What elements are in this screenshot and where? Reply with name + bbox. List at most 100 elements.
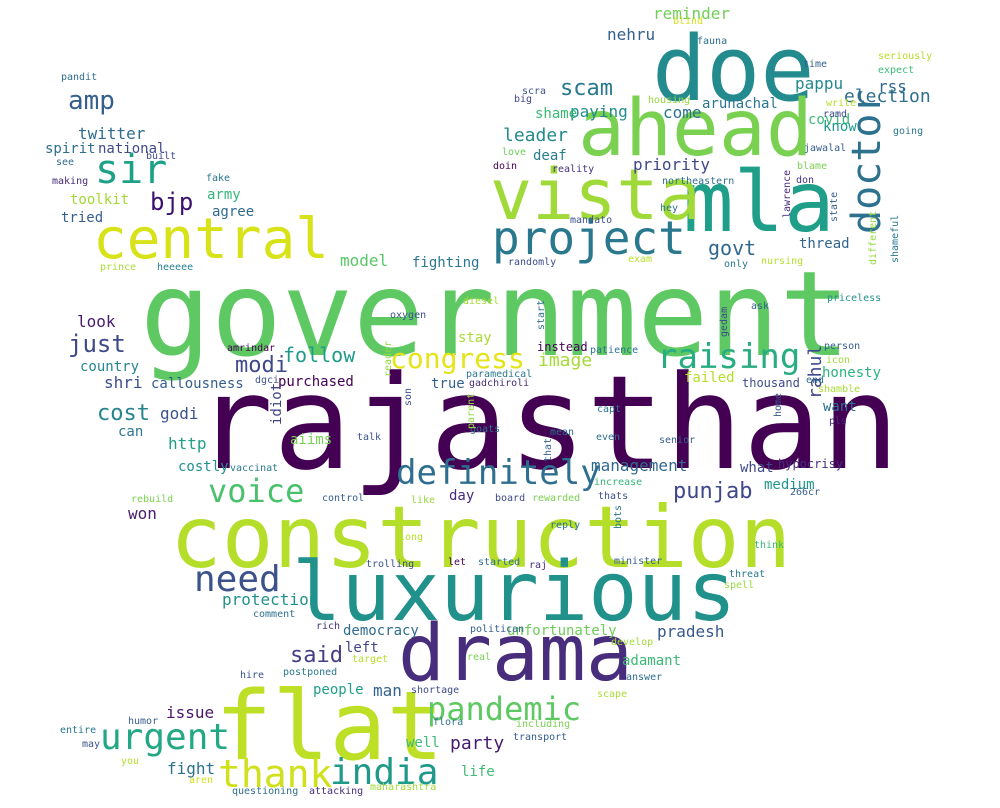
cloud-word: target: [352, 654, 389, 665]
cloud-word: arunachal: [702, 96, 778, 112]
cloud-word: construction: [170, 488, 792, 588]
cloud-word: protection: [222, 590, 319, 609]
cloud-word: life: [461, 764, 495, 780]
cloud-word: only: [724, 259, 749, 270]
cloud-word: talk: [357, 432, 382, 443]
cloud-word: party: [450, 733, 505, 754]
cloud-word: entire: [60, 725, 97, 736]
cloud-word: aren: [189, 775, 214, 786]
cloud-word: increase: [594, 477, 643, 488]
cloud-word: bots: [613, 504, 624, 529]
cloud-word: punjab: [673, 479, 753, 504]
cloud-word: parent: [466, 392, 477, 429]
cloud-word: twitter: [78, 124, 146, 143]
cloud-word: rich: [316, 621, 341, 632]
cloud-word: threat: [729, 569, 766, 580]
cloud-word: reality: [552, 164, 595, 175]
cloud-word: flora: [433, 717, 464, 728]
cloud-word: doin: [493, 161, 518, 172]
cloud-word: aiims: [290, 432, 333, 448]
cloud-word: scape: [597, 689, 628, 700]
cloud-word: hypocrisy: [778, 457, 844, 471]
cloud-word: prince: [100, 262, 137, 273]
cloud-word: mandato: [570, 215, 613, 226]
cloud-word: mean: [550, 427, 575, 438]
cloud-word: india: [330, 752, 439, 793]
cloud-word: reader: [383, 340, 394, 377]
cloud-word: dgci: [255, 375, 280, 386]
cloud-word: making: [52, 176, 89, 187]
cloud-word: image: [538, 350, 593, 371]
cloud-word: started: [478, 557, 521, 568]
cloud-word: toolkit: [70, 192, 130, 208]
cloud-word: maharashtra: [370, 782, 437, 793]
cloud-word: board: [495, 493, 526, 504]
cloud-word: gadchiroli: [469, 378, 530, 389]
cloud-word: develop: [611, 637, 654, 648]
cloud-word: ramd: [823, 109, 848, 120]
cloud-word: pandit: [61, 72, 98, 83]
cloud-word: even: [596, 432, 621, 443]
cloud-word: ahead: [578, 84, 813, 174]
cloud-word: jawalal: [804, 143, 847, 154]
cloud-word: idiot: [269, 382, 285, 425]
cloud-word: time: [803, 59, 828, 70]
cloud-word: vista: [490, 154, 701, 236]
cloud-word: thread: [799, 236, 850, 252]
cloud-word: left: [345, 640, 379, 656]
cloud-word: tried: [61, 210, 104, 226]
cloud-word: start: [536, 299, 547, 330]
cloud-word: rajasthan: [195, 347, 900, 499]
cloud-word: son: [403, 387, 414, 406]
cloud-word: cost: [97, 401, 150, 426]
cloud-word: hey: [660, 203, 679, 214]
cloud-word: honesty: [822, 365, 882, 381]
cloud-word: spell: [724, 580, 755, 591]
cloud-word: thousand: [742, 376, 800, 390]
cloud-word: won: [128, 504, 157, 523]
cloud-word: godi: [160, 404, 199, 423]
cloud-word: what: [740, 460, 774, 476]
cloud-word: model: [340, 251, 389, 270]
cloud-word: built: [146, 151, 177, 162]
cloud-word: going: [893, 126, 924, 137]
cloud-word: minister: [614, 556, 663, 567]
cloud-word: attacking: [309, 786, 364, 797]
cloud-word: rebuild: [131, 494, 174, 505]
cloud-word: thats: [598, 491, 629, 502]
cloud-word: reminder: [653, 4, 731, 23]
cloud-word: think: [754, 540, 785, 551]
cloud-word: mla: [683, 153, 835, 251]
cloud-word: unfortunately: [507, 623, 617, 639]
cloud-word: spirit: [45, 141, 96, 157]
cloud-word: goats: [470, 424, 501, 435]
cloud-word: shortage: [411, 685, 460, 696]
cloud-word: 266cr: [790, 487, 821, 498]
cloud-word: medium: [764, 477, 815, 493]
cloud-word: want: [823, 399, 857, 415]
cloud-word: humor: [128, 716, 159, 727]
cloud-word: pradesh: [657, 622, 725, 641]
cloud-word: pandemic: [427, 690, 582, 728]
cloud-word: people: [313, 682, 364, 698]
cloud-word: drama: [398, 609, 633, 699]
cloud-word: expect: [878, 65, 915, 76]
cloud-word: scra: [522, 86, 547, 97]
cloud-word: pappu: [795, 74, 844, 93]
cloud-word: http: [168, 434, 207, 453]
cloud-word: follow: [283, 343, 356, 367]
cloud-word: sir: [95, 147, 168, 193]
cloud-word: raising: [657, 337, 801, 377]
cloud-word: lawrence: [782, 169, 793, 218]
cloud-word: fake: [206, 173, 231, 184]
cloud-word: housing: [648, 95, 691, 106]
cloud-word: control: [322, 493, 365, 504]
cloud-word: fighting: [412, 255, 480, 271]
cloud-word: write: [826, 98, 857, 109]
cloud-word: priority: [633, 155, 711, 174]
cloud-word: day: [449, 488, 475, 504]
cloud-word: agree: [212, 204, 255, 220]
cloud-word: scam: [560, 76, 613, 101]
cloud-word: randomly: [508, 257, 557, 268]
cloud-word: doctor: [844, 89, 890, 235]
